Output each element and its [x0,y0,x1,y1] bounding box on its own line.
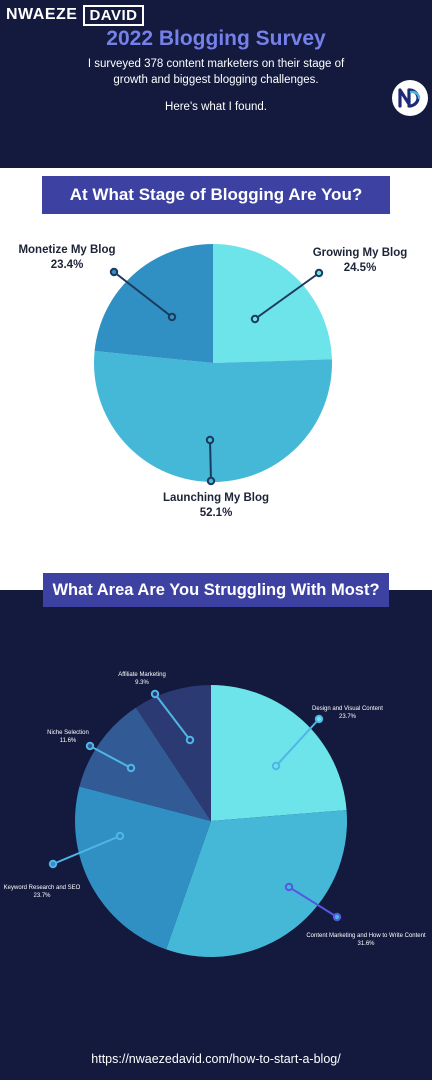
leader-dot [185,735,195,745]
leader-dot [314,714,324,724]
nd-logo-icon [398,88,421,108]
slice-value: 23.4% [50,259,84,271]
leader-dot [206,476,216,486]
slice-name: Content Marketing and How to Write Conte… [306,933,426,939]
pie-slice [135,685,211,821]
leader-line [154,693,191,741]
slice-value: 9.3% [135,680,149,686]
footer-link[interactable]: https://nwaezedavid.com/how-to-start-a-b… [91,1052,341,1066]
slice-value: 52.1% [199,507,233,519]
slice-name: Affiliate Marketing [118,672,166,678]
struggle-label-niche: Niche Selection 11.6% [40,729,96,745]
leader-line [209,439,212,482]
findings-intro: Here's what I found. [165,101,267,113]
stage-pie-chart [93,244,332,486]
slice-name: Monetize My Blog [18,244,116,256]
leader-dot [115,831,125,841]
leader-dot [314,268,324,278]
slice-name: Niche Selection [47,730,89,736]
leader-dot [205,435,215,445]
slice-value: 24.5% [343,262,377,274]
struggle-label-design: Design and Visual Content 23.7% [300,705,395,721]
stage-label-launching: Launching My Blog 52.1% [136,491,296,521]
slice-value: 23.7% [33,893,51,899]
struggle-label-keyword: Keyword Research and SEO 23.7% [0,884,84,900]
leader-dot [271,761,281,771]
pie-slice [93,351,332,483]
leader-dot [167,312,177,322]
leader-dot [284,882,294,892]
brand-last-name: DAVID [83,4,144,26]
slice-name: Growing My Blog [312,247,408,259]
slice-value: 31.6% [357,941,375,947]
leader-dot [109,267,119,277]
pie-slice [211,685,347,821]
brand-logo: NWAEZE DAVID [6,4,144,26]
leader-line [288,886,338,918]
leader-line [254,272,320,320]
pie-slice [74,786,211,950]
slice-value: 11.6% [59,738,77,744]
leader-line [113,271,173,318]
slice-name: Design and Visual Content [312,706,383,712]
leader-line [275,718,320,767]
leader-dot [250,314,260,324]
leader-dot [85,741,95,751]
leader-line [89,745,132,769]
leader-dot [126,763,136,773]
nd-logo-badge [392,80,428,116]
stage-chart-title: At What Stage of Blogging Are You? [42,176,390,214]
pie-slice [166,810,347,957]
leader-line [52,835,121,865]
struggle-label-affiliate: Affiliate Marketing 9.3% [108,671,176,687]
leader-dot [48,859,58,869]
slice-name: Launching My Blog [162,492,270,504]
stage-label-monetize: Monetize My Blog 23.4% [2,243,132,273]
brand-first-name: NWAEZE [6,6,78,23]
leader-dot [150,689,160,699]
struggle-chart-title: What Area Are You Struggling With Most? [43,573,389,607]
slice-name: Keyword Research and SEO [3,885,81,891]
slice-value: 23.7% [338,714,356,720]
survey-intro: I surveyed 378 content marketers on thei… [87,58,345,86]
survey-title: 2022 Blogging Survey [106,27,326,50]
struggle-pie-chart [48,685,347,957]
struggle-label-content-marketing: Content Marketing and How to Write Conte… [290,932,432,948]
stage-label-growing: Growing My Blog 24.5% [300,246,420,276]
pie-slice [213,244,332,363]
leader-dot [332,912,342,922]
pie-slice [79,707,211,821]
